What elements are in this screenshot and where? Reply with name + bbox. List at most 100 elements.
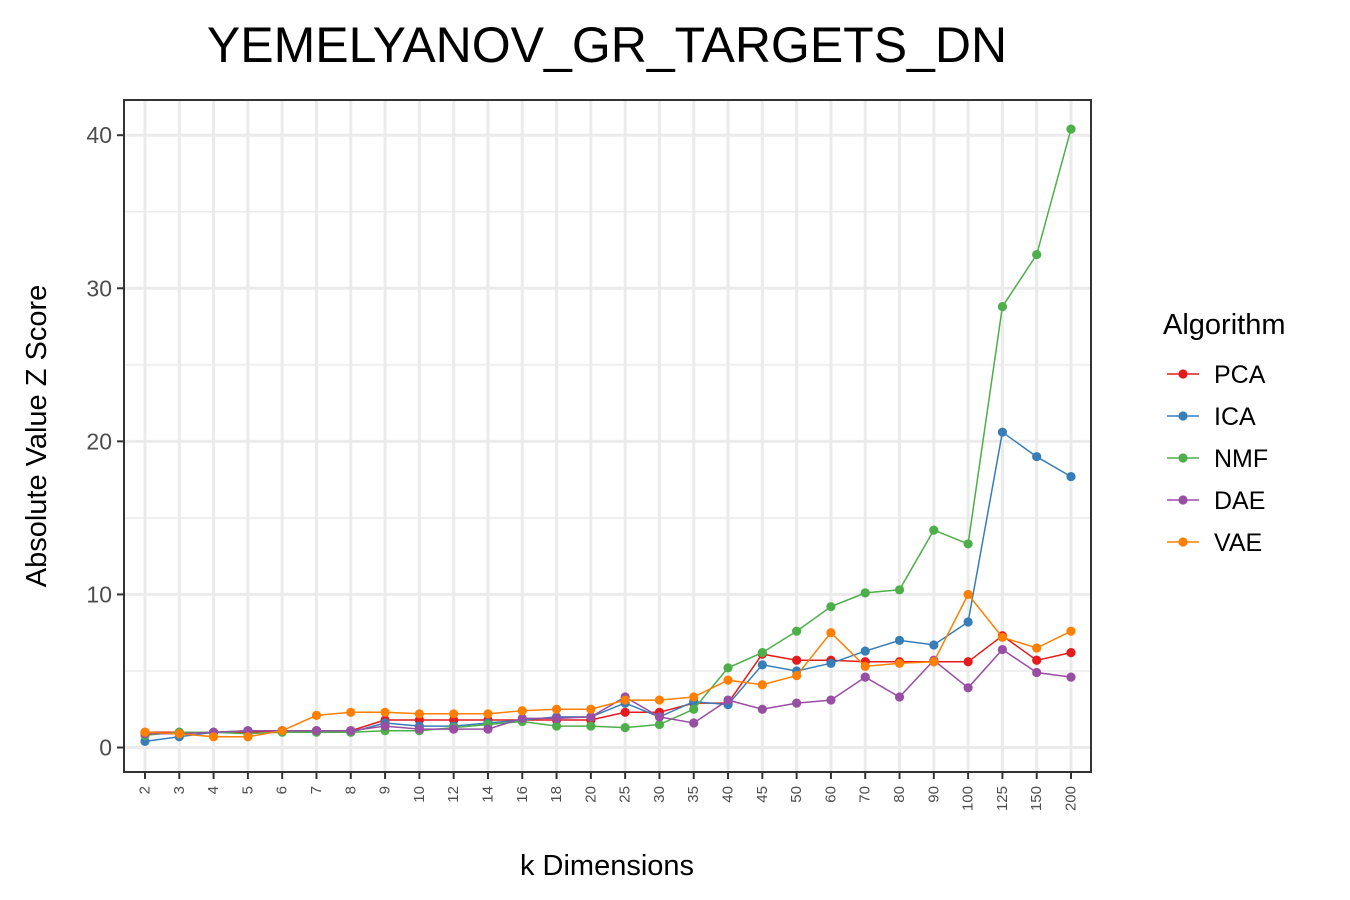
- data-point-pca: [1032, 655, 1042, 665]
- data-point-nmf: [860, 588, 870, 598]
- legend-label-dae: DAE: [1214, 487, 1265, 515]
- x-tick-label: 70: [857, 786, 874, 803]
- data-point-vae: [277, 726, 287, 736]
- data-point-vae: [483, 709, 493, 719]
- data-point-vae: [826, 628, 836, 638]
- data-point-nmf: [1066, 124, 1076, 134]
- data-point-nmf: [689, 704, 699, 714]
- data-point-vae: [757, 680, 767, 690]
- data-point-nmf: [963, 539, 973, 549]
- y-axis-title: Absolute Value Z Score: [21, 285, 53, 588]
- x-tick-label: 150: [1028, 786, 1045, 811]
- data-point-dae: [894, 692, 905, 702]
- x-tick-label: 10: [411, 786, 428, 803]
- data-point-ica: [997, 427, 1008, 437]
- data-point-dae: [826, 695, 836, 705]
- data-point-vae: [243, 732, 253, 742]
- legend-label-vae: VAE: [1214, 529, 1262, 557]
- data-point-ica: [894, 635, 905, 645]
- data-point-pca: [792, 655, 802, 665]
- data-point-vae: [586, 704, 596, 714]
- x-tick-label: 30: [651, 786, 668, 803]
- data-point-vae: [140, 727, 150, 737]
- x-tick-label: 4: [205, 786, 222, 794]
- series-line-dae: [145, 648, 1072, 735]
- x-tick-label: 45: [754, 786, 771, 803]
- data-point-ica: [757, 660, 767, 670]
- data-point-vae: [517, 706, 527, 716]
- series-line-nmf: [144, 128, 1072, 737]
- data-point-vae: [620, 695, 630, 705]
- data-point-ica: [826, 658, 836, 668]
- data-point-vae: [449, 709, 459, 719]
- data-point-dae: [551, 713, 562, 724]
- legend: Algorithm PCA ICA NMF DAE VAE: [1163, 309, 1286, 557]
- data-point-dae: [757, 704, 767, 714]
- data-point-vae: [346, 707, 356, 717]
- legend-label-nmf: NMF: [1214, 445, 1268, 473]
- data-point-vae: [929, 657, 939, 667]
- data-point-nmf: [997, 302, 1008, 312]
- data-point-vae: [1032, 643, 1042, 653]
- x-tick-label: 7: [308, 786, 325, 794]
- data-point-vae: [894, 658, 905, 668]
- x-tick-label: 18: [548, 786, 565, 803]
- x-tick-label: 8: [342, 786, 359, 794]
- data-point-nmf: [723, 663, 733, 673]
- data-point-dae: [346, 726, 356, 736]
- data-point-vae: [654, 695, 665, 705]
- data-point-pca: [963, 657, 973, 667]
- y-tick-label: 20: [86, 428, 112, 454]
- x-tick-label: 16: [514, 786, 531, 803]
- data-point-dae: [586, 712, 596, 722]
- plot-panel-border: [123, 99, 1092, 773]
- data-point-vae: [792, 670, 802, 681]
- x-tick-label: 12: [445, 786, 462, 803]
- legend-key-point-nmf: [1178, 453, 1188, 463]
- data-point-nmf: [826, 602, 836, 612]
- data-point-nmf: [551, 721, 562, 731]
- data-point-vae: [1066, 626, 1076, 636]
- data-point-dae: [449, 724, 459, 734]
- grid: [124, 100, 1091, 772]
- data-point-dae: [483, 724, 493, 734]
- legend-key-point-vae: [1178, 537, 1188, 547]
- data-point-dae: [517, 713, 527, 724]
- data-point-vae: [997, 632, 1008, 642]
- data-point-dae: [1066, 672, 1076, 682]
- data-point-nmf: [620, 723, 630, 733]
- x-tick-label: 6: [274, 786, 291, 794]
- data-point-vae: [380, 707, 390, 717]
- legend-key-point-dae: [1178, 495, 1188, 505]
- x-tick-label: 2: [137, 786, 154, 794]
- data-point-dae: [311, 726, 322, 736]
- data-point-vae: [414, 709, 424, 719]
- legend-label-ica: ICA: [1214, 403, 1256, 431]
- data-point-ica: [1032, 452, 1042, 462]
- data-point-dae: [414, 724, 424, 734]
- data-point-nmf: [586, 721, 596, 731]
- data-point-dae: [380, 721, 390, 731]
- x-tick-label: 80: [891, 786, 908, 803]
- data-point-nmf: [894, 585, 905, 595]
- x-tick-label: 60: [822, 786, 839, 803]
- data-point-dae: [654, 712, 665, 722]
- x-tick-label: 50: [788, 786, 805, 803]
- data-point-dae: [1032, 667, 1042, 678]
- x-tick-label: 40: [720, 786, 737, 803]
- x-tick-label: 100: [960, 786, 977, 811]
- y-tick-label: 10: [86, 581, 112, 607]
- data-point-vae: [723, 675, 733, 685]
- x-tick-label: 25: [617, 786, 634, 803]
- x-tick-label: 9: [377, 786, 394, 794]
- data-point-ica: [963, 617, 973, 627]
- chart-title: YEMELYANOV_GR_TARGETS_DN: [207, 17, 1007, 73]
- data-point-vae: [551, 704, 562, 714]
- data-point-nmf: [654, 719, 665, 730]
- y-tick-label: 30: [86, 275, 112, 301]
- x-tick-label: 20: [582, 786, 599, 803]
- x-tick-label: 35: [685, 786, 702, 803]
- legend-title: Algorithm: [1163, 309, 1286, 341]
